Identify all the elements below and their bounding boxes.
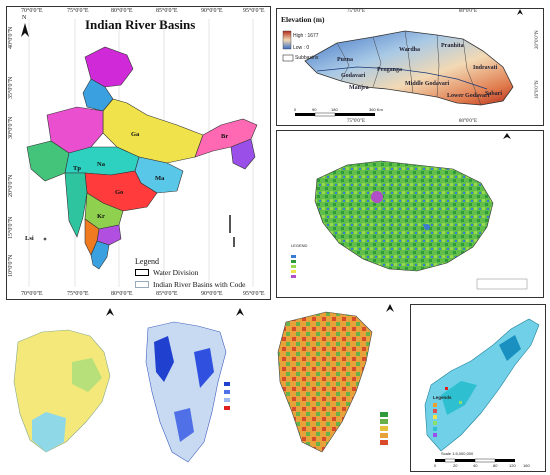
left-tick: 15°0'0"N <box>8 216 14 239</box>
bottom-map-d: Legends Scale 1:5,000,000 0 20 40 80 120… <box>410 304 546 472</box>
bottom-tick: 90°0'0"E <box>201 291 223 297</box>
north-arrow-icon <box>517 9 523 15</box>
top-tick: 90°0'0"E <box>201 8 223 14</box>
basin-south <box>90 240 110 270</box>
subbasin-label: Pranhita <box>441 43 464 49</box>
north-arrow-icon <box>21 23 29 37</box>
bottom-tick: 80°0'0"E <box>111 291 133 297</box>
elevation-low: Low : 0 <box>293 45 310 51</box>
india-map <box>21 19 258 287</box>
basin-code: Ga <box>131 131 140 138</box>
north-arrow-icon <box>236 308 244 316</box>
scale-label: 90 <box>312 107 317 112</box>
top-tick: 80°0'0"E <box>111 8 133 14</box>
scale-tick: 40 <box>473 463 478 468</box>
basin-code: Tp <box>73 165 81 172</box>
bottom-tick: 85°0'0"E <box>156 291 178 297</box>
top-tick: 75°0'0"E <box>347 9 365 14</box>
legend-title: Legend <box>135 257 159 266</box>
subbasins-legend: Subbasins <box>295 55 319 61</box>
scale-caption: Scale 1:5,000,000 <box>441 451 474 456</box>
legend-item-water-division: Water Division <box>153 268 199 277</box>
subbasin-label: Manjra <box>349 85 369 91</box>
north-arrow-icon <box>106 308 114 316</box>
region-shape <box>314 160 494 272</box>
left-tick: 10°0'0"N <box>8 254 14 277</box>
top-tick: 85°0'0"E <box>156 8 178 14</box>
subbasin-label: Lower Godavari <box>447 93 490 99</box>
left-tick: 20°0'0"N <box>8 174 14 197</box>
basin-code: Ma <box>155 175 165 182</box>
left-tick: 35°0'0"N <box>8 76 14 99</box>
subbasin-label: Purna <box>337 57 354 63</box>
subbasin-label: Wardha <box>399 47 421 53</box>
basin-code: Br <box>221 133 229 140</box>
india-river-basins-panel: Indian River Basins N 70°0'0"E 75°0'0"E … <box>6 6 271 300</box>
scale-label: 180 <box>331 107 338 112</box>
bottom-map-a <box>2 302 130 472</box>
right-tick: 20°0'0"N <box>535 30 540 49</box>
scale-label: 360 Km <box>369 107 383 112</box>
land-cover-map <box>291 133 528 290</box>
bottom-tick: 75°0'0"E <box>67 291 89 297</box>
scale-tick: 0 <box>434 463 437 468</box>
top-tick: 75°0'0"E <box>67 8 89 14</box>
legend-swatch-basins <box>135 281 149 288</box>
bottom-tick: 70°0'0"E <box>21 291 43 297</box>
scale-tick: 20 <box>453 463 458 468</box>
subbasin-label: Middle Godavari <box>405 81 450 87</box>
legends-title: Legends <box>433 395 452 400</box>
elevation-legend-title: Elevation (m) <box>281 15 325 24</box>
scale-tick: 160 <box>523 463 530 468</box>
land-cover-panel: LEGEND <box>276 130 544 298</box>
top-tick: 80°0'0"E <box>459 9 477 14</box>
basin-code: Kr <box>97 213 105 220</box>
elevation-high: High : 1677 <box>293 33 319 39</box>
bottom-tick: 80°0'0"E <box>459 119 477 124</box>
top-tick: 95°0'0"E <box>243 8 265 14</box>
bottom-tick: 95°0'0"E <box>243 291 265 297</box>
subbasin-label: Penganga <box>377 67 403 73</box>
north-arrow-icon <box>503 133 511 139</box>
north-arrow-icon <box>386 304 394 312</box>
elevation-map <box>282 9 523 117</box>
basin-code: Na <box>97 161 105 168</box>
legend-swatch-water-division <box>135 269 149 276</box>
subbasin-label: Godavari <box>341 73 366 79</box>
basin-code: Lsi <box>25 235 34 242</box>
legend-item-basins: Indian River Basins with Code <box>153 280 246 289</box>
bottom-map-b <box>134 302 262 472</box>
left-tick: 30°0'0"N <box>8 116 14 139</box>
basin-code: Go <box>115 189 124 196</box>
land-cover-legend: LEGEND <box>291 243 308 248</box>
subbasin-label: Indravati <box>473 65 498 71</box>
subbasin-label: Sabari <box>485 91 503 97</box>
basin-west-coast <box>64 172 88 238</box>
bottom-tick: 75°0'0"E <box>347 119 365 124</box>
left-tick: 40°0'0"N <box>8 26 14 49</box>
scale-tick: 120 <box>509 463 516 468</box>
top-tick: 70°0'0"E <box>21 8 43 14</box>
bottom-map-c <box>266 302 408 472</box>
north-label: N <box>22 15 27 21</box>
scale-label: 0 <box>294 107 297 112</box>
scale-tick: 80 <box>493 463 498 468</box>
india-map-title: Indian River Basins <box>85 17 196 32</box>
elevation-panel: Elevation (m) High : 1677 Low : 0 Subbas… <box>276 8 544 126</box>
basin-northeast <box>230 138 256 170</box>
right-tick: 16°0'0"N <box>535 80 540 99</box>
